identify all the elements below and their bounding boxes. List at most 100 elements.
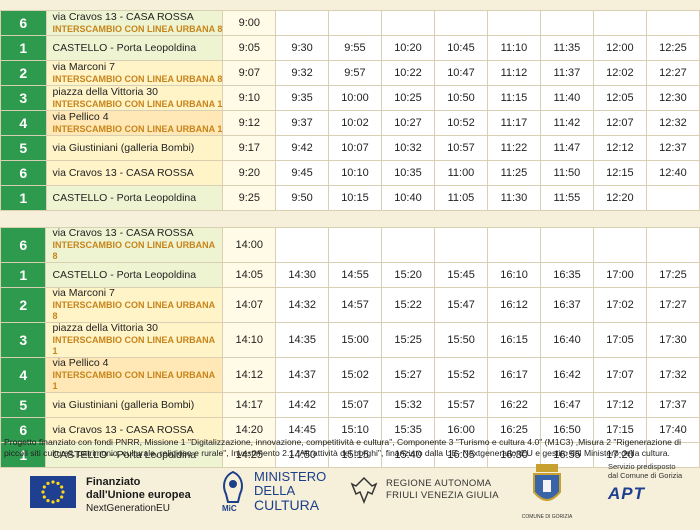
- funding-note: Progetto finanziato con fondi PNRR, Miss…: [4, 437, 681, 458]
- time-cell: 10:47: [433, 60, 488, 86]
- time-cell: 10:50: [433, 85, 488, 111]
- stop-name: CASTELLO - Porta Leopoldina: [52, 191, 197, 204]
- time-cell: 16:12: [487, 287, 542, 323]
- time-cell: 10:45: [433, 35, 488, 61]
- stop-cell: via Cravos 13 - CASA ROSSA INTERSCAMBIO C…: [45, 10, 224, 36]
- time-cell: 12:00: [592, 35, 647, 61]
- line-number: 5: [0, 135, 47, 161]
- time-cell: 15:10: [328, 417, 383, 443]
- time-cell: 10:22: [380, 60, 435, 86]
- eu-star-icon: [46, 481, 50, 485]
- time-cell: 15:00: [328, 322, 383, 358]
- time-cell: 10:15: [327, 185, 382, 211]
- time-cell: 9:05: [222, 35, 277, 61]
- time-cell: 16:22: [487, 392, 542, 418]
- mic-line3: CULTURA: [254, 497, 320, 513]
- interchange-note: INTERSCAMBIO CON LINEA URBANA 1: [52, 370, 215, 391]
- apt-logo: APT: [608, 484, 645, 503]
- eu-logo: Finanziato dall'Unione europea NextGener…: [30, 470, 200, 514]
- time-cell: 9:00: [222, 10, 277, 36]
- timetable-afternoon: 6 via Cravos 13 - CASA ROSSA INTERSCAMBIO …: [0, 227, 700, 468]
- stop-name: via Pellico 4: [52, 357, 109, 369]
- time-cell: 12:32: [645, 110, 700, 136]
- gorizia-crest-icon: [533, 464, 561, 501]
- interchange-note: INTERSCAMBIO CON LINEA URBANA 8: [52, 300, 215, 321]
- interchange-note: INTERSCAMBIO CON LINEA URBANA 8: [52, 240, 215, 261]
- time-cell: 12:12: [592, 135, 647, 161]
- time-cell: 10:10: [327, 160, 382, 186]
- time-cell: 11:25: [486, 160, 541, 186]
- time-cell: 14:45: [275, 417, 330, 443]
- time-cell: 15:25: [381, 322, 436, 358]
- time-cell: 15:50: [434, 322, 489, 358]
- time-cell: 17:27: [645, 287, 700, 323]
- line-number: 3: [0, 322, 47, 358]
- time-cell: 14:37: [275, 357, 330, 393]
- table-row: 6 via Cravos 13 - CASA ROSSA 9:20 9:45 10:10…: [0, 160, 700, 186]
- time-cell: 14:57: [328, 287, 383, 323]
- time-cell: 10:25: [380, 85, 435, 111]
- time-cell: 9:42: [275, 135, 329, 161]
- mic-line2: DELLA: [254, 483, 296, 498]
- time-cell: [645, 185, 700, 211]
- time-cell: 17:25: [645, 262, 700, 288]
- time-cell: 17:12: [593, 392, 647, 418]
- time-cell: 14:07: [222, 287, 277, 323]
- stop-name: piazza della Vittoria 30: [52, 322, 158, 334]
- time-cell: 14:30: [275, 262, 330, 288]
- eu-star-icon: [46, 499, 50, 503]
- stop-name: via Pellico 4: [52, 110, 109, 123]
- time-cell: 17:30: [645, 322, 700, 358]
- time-cell: 15:40: [381, 442, 436, 468]
- time-cell: 12:40: [645, 160, 700, 186]
- stop-cell: via Pellico 4 INTERSCAMBIO CON LINEA URBA…: [45, 357, 224, 393]
- time-cell: 11:12: [486, 60, 541, 86]
- interchange-note: INTERSCAMBIO CON LINEA URBANA 8: [52, 23, 223, 34]
- comune-caption: COMUNE DI GORIZIA: [521, 514, 573, 520]
- stop-name: via Cravos 13 - CASA ROSSA: [52, 166, 194, 179]
- time-cell: 14:20: [222, 417, 277, 443]
- time-cell: [592, 10, 647, 36]
- eu-star-icon: [42, 495, 46, 499]
- stop-name: piazza della Vittoria 30: [52, 85, 158, 98]
- stop-cell: via Giustiniani (galleria Bombi): [45, 392, 224, 418]
- time-cell: 10:52: [433, 110, 488, 136]
- time-cell: [275, 10, 329, 36]
- stop-cell: CASTELLO - Porta Leopoldina: [45, 185, 224, 211]
- time-cell: 10:02: [327, 110, 382, 136]
- time-cell: 10:57: [433, 135, 488, 161]
- time-cell: 11:10: [486, 35, 541, 61]
- table-row: 1 CASTELLO - Porta Leopoldina 9:05 9:30 9:55…: [0, 35, 700, 61]
- line-number: 6: [0, 160, 47, 186]
- time-cell: 17:37: [645, 392, 700, 418]
- time-cell: 9:37: [275, 110, 329, 136]
- time-cell: 10:35: [380, 160, 435, 186]
- eu-line2: dall'Unione europea: [86, 489, 191, 501]
- time-cell: 16:10: [487, 262, 542, 288]
- time-cell: [433, 10, 488, 36]
- time-cell: 16:50: [540, 417, 595, 443]
- time-cell: 11:50: [539, 160, 594, 186]
- stop-name: via Marconi 7: [52, 60, 115, 73]
- time-cell: 9:50: [275, 185, 329, 211]
- table-row: 2 via Marconi 7 INTERSCAMBIO CON LINEA URB…: [0, 60, 700, 86]
- stop-cell: via Pellico 4 INTERSCAMBIO CON LINEA URBA…: [45, 110, 224, 136]
- time-cell: [645, 227, 700, 263]
- time-cell: 14:17: [222, 392, 277, 418]
- fvg-line1: REGIONE AUTONOMA: [386, 478, 492, 489]
- time-cell: 12:20: [592, 185, 647, 211]
- table-row: 4 via Pellico 4 INTERSCAMBIO CON LINEA URB…: [0, 110, 700, 136]
- time-cell: 17:05: [593, 322, 647, 358]
- table-row: 1 CASTELLO - Porta Leopoldina 14:25 14:50 15…: [0, 442, 700, 468]
- time-cell: [487, 227, 542, 263]
- time-cell: 12:05: [592, 85, 647, 111]
- time-cell: 9:35: [275, 85, 329, 111]
- stop-cell: piazza della Vittoria 30 INTERSCAMBIO CON…: [45, 322, 224, 358]
- eu-star-icon: [51, 480, 55, 484]
- stop-name: via Giustiniani (galleria Bombi): [52, 141, 195, 154]
- time-cell: 17:40: [645, 417, 700, 443]
- service-line2: dal Comune di Gorizia: [608, 471, 683, 480]
- stop-cell: via Marconi 7 INTERSCAMBIO CON LINEA URBA…: [45, 287, 224, 323]
- time-cell: 15:57: [434, 392, 489, 418]
- time-cell: 10:00: [327, 85, 382, 111]
